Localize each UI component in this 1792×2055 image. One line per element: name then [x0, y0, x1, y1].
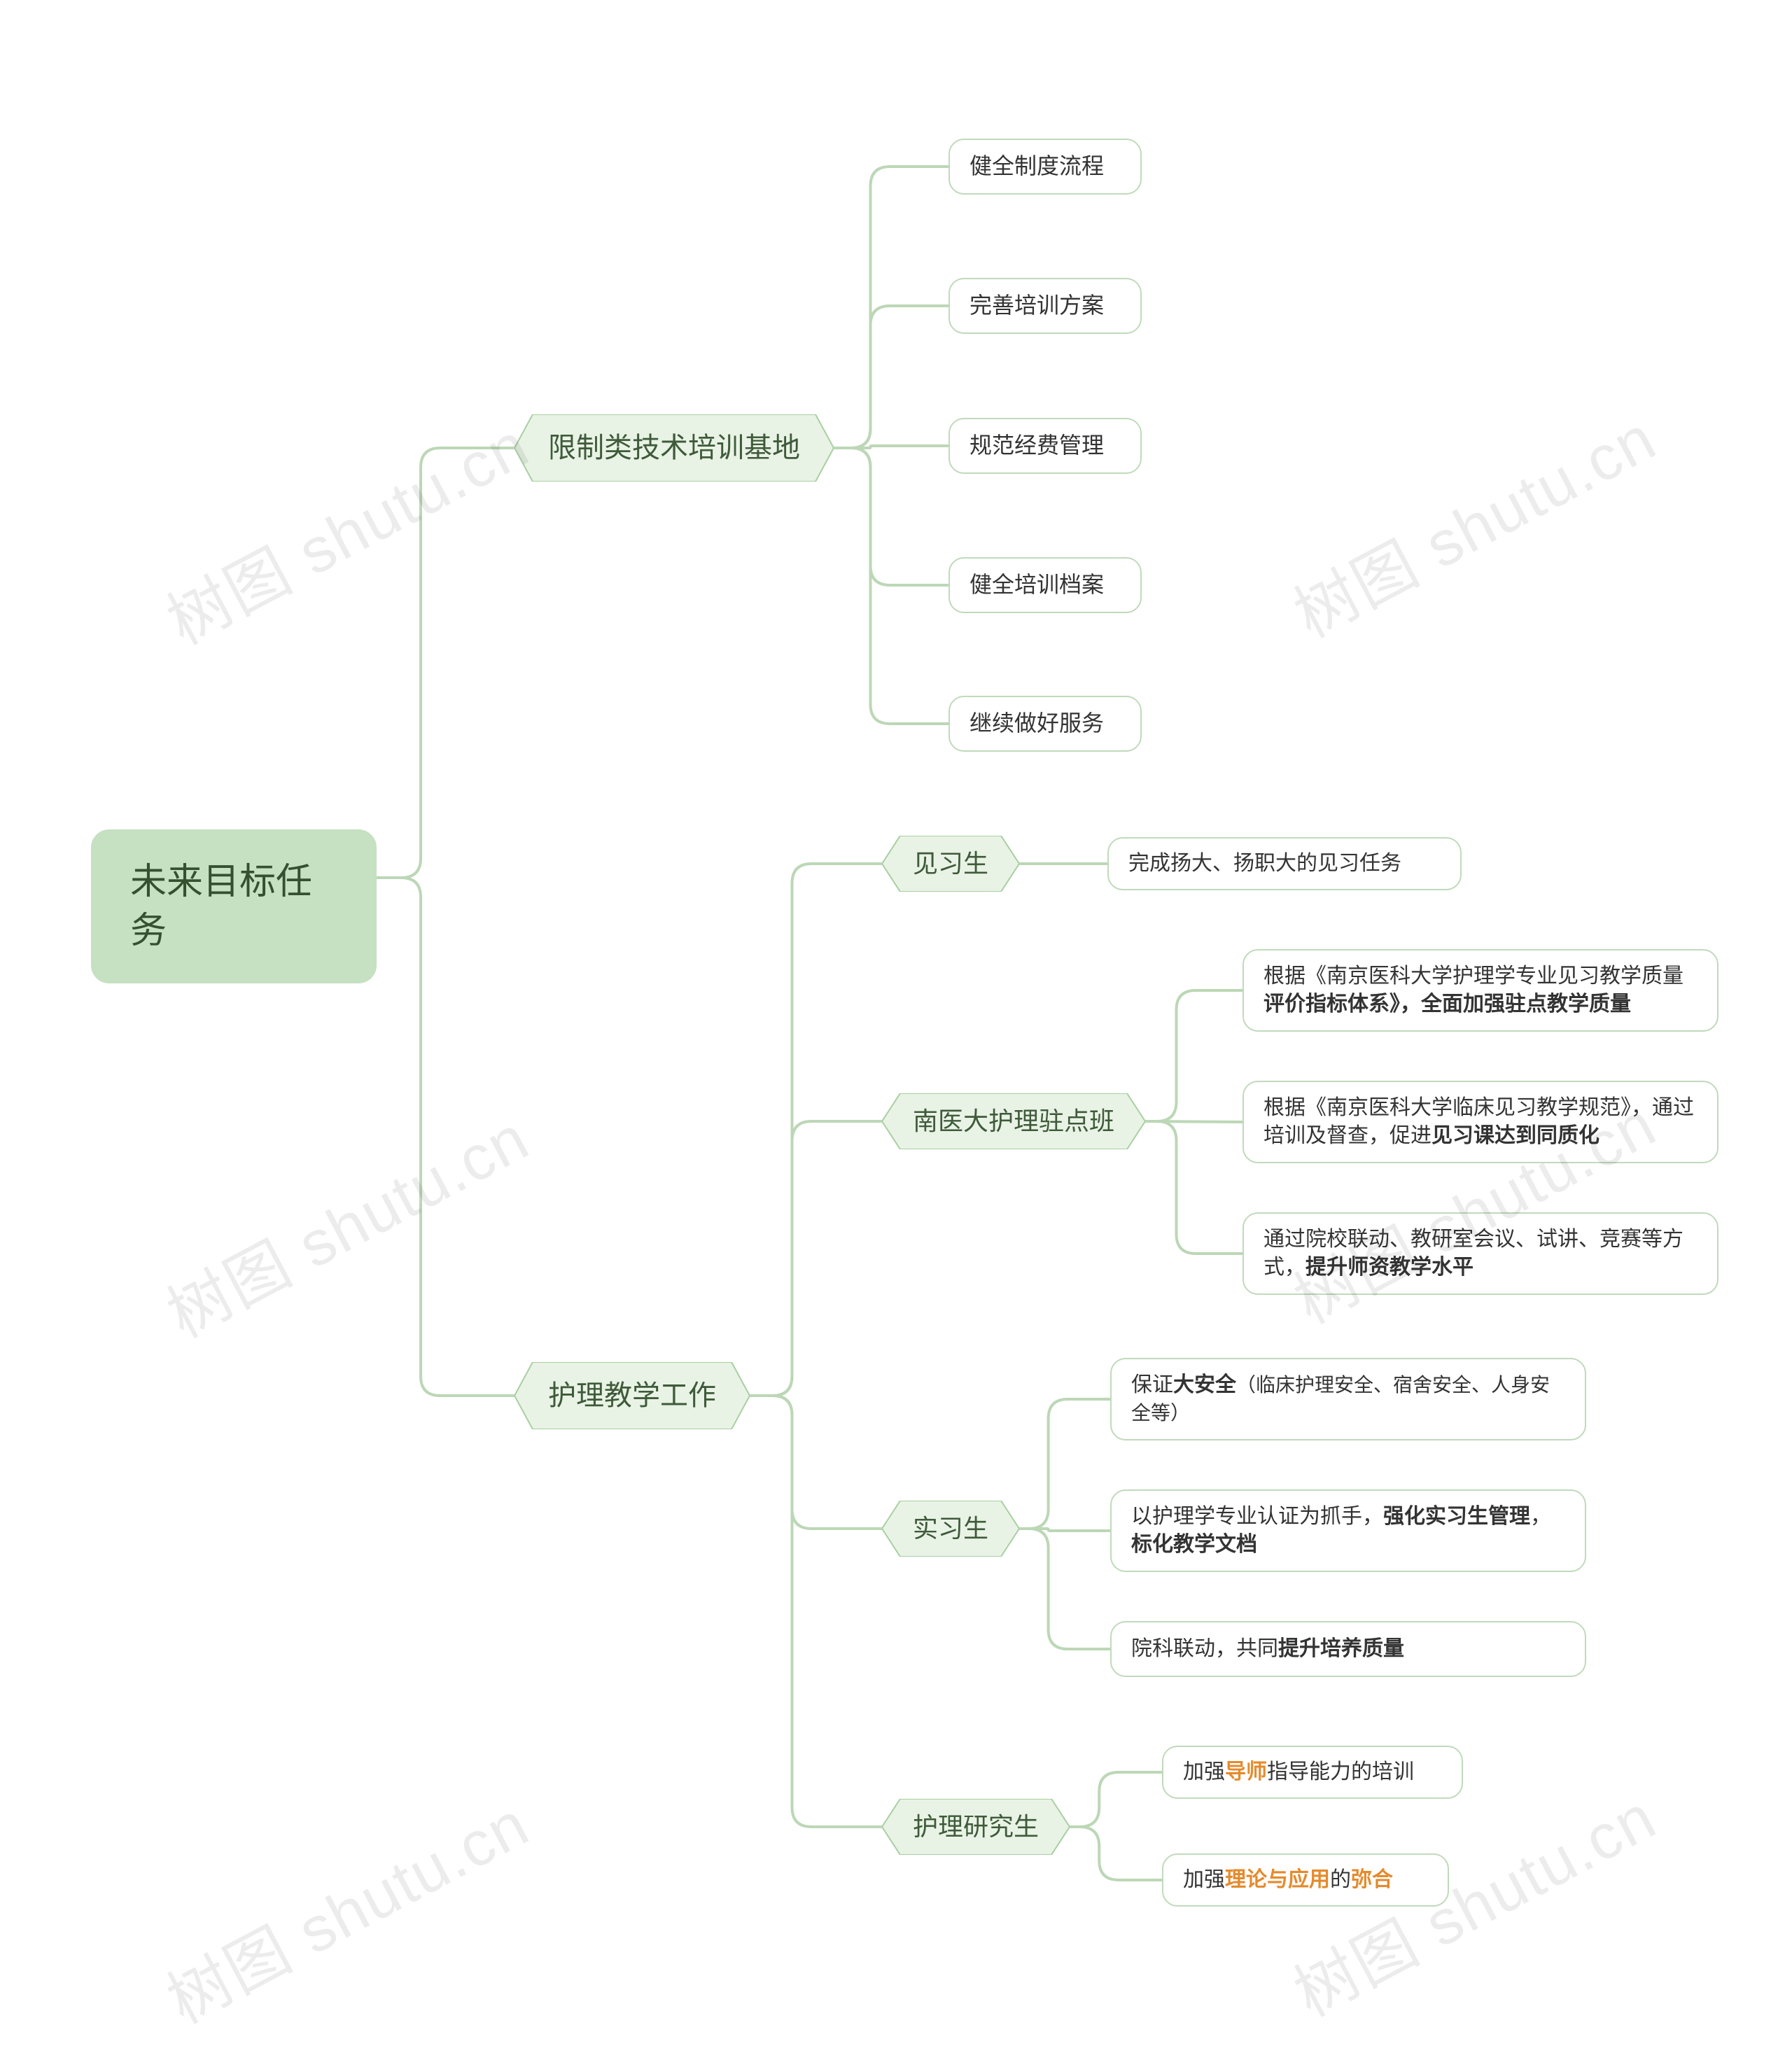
node-label: 继续做好服务 [969, 708, 1121, 738]
node-label: 根据《南京医科大学临床见习教学规范》，通过培训及督查，促进见习课达到同质化 [1264, 1094, 1698, 1151]
node-b1c2: 完善培训方案 [948, 278, 1142, 334]
node-b2c3: 实习生 [882, 1501, 1019, 1557]
node-label: 护理教学工作 [540, 1377, 724, 1415]
node-b2c2: 南医大护理驻点班 [882, 1093, 1145, 1149]
node-label: 健全制度流程 [969, 151, 1121, 181]
text-segment: 加强 [1183, 1868, 1225, 1891]
node-label: 根据《南京医科大学护理学专业见习教学质量评价指标体系》，全面加强驻点教学质量 [1264, 962, 1698, 1019]
text-segment: 根据《南京医科大学护理学专业见习教学质量 [1264, 965, 1684, 988]
node-b1c5: 继续做好服务 [948, 696, 1142, 752]
text-segment: 保证 [1131, 1373, 1173, 1396]
node-b2c1: 见习生 [882, 836, 1019, 892]
node-b2c3a: 保证大安全（临床护理安全、宿舍安全、人身安全等） [1110, 1358, 1586, 1440]
mindmap-canvas: 未来目标任务 限制类技术培训基地 健全制度流程完善培训方案规范经费管理健全培训档案继… [0, 0, 1792, 2055]
node-b2c2b: 根据《南京医科大学临床见习教学规范》，通过培训及督查，促进见习课达到同质化 [1242, 1081, 1718, 1163]
node-b2c3b: 以护理学专业认证为抓手，强化实习生管理， 标化教学文档 [1110, 1489, 1586, 1572]
node-label: 通过院校联动、教研室会议、试讲、竞赛等方式，提升师资教学水平 [1264, 1226, 1698, 1282]
node-label: 未来目标任务 [130, 857, 337, 955]
node-b2c3c: 院科联动，共同提升培养质量 [1110, 1621, 1586, 1677]
text-segment: 导师 [1225, 1760, 1267, 1783]
text-segment: 的 [1330, 1868, 1351, 1891]
text-segment: 标化教学文档 [1131, 1533, 1257, 1556]
node-b2c2c: 通过院校联动、教研室会议、试讲、竞赛等方式，提升师资教学水平 [1242, 1212, 1718, 1295]
text-segment: 提升培养质量 [1278, 1637, 1404, 1660]
node-label: 南医大护理驻点班 [902, 1104, 1126, 1139]
text-segment: 指导能力的培训 [1267, 1760, 1414, 1783]
watermark: 树图 shutu.cn [149, 1088, 542, 1354]
text-segment: 评价指标体系》， [1264, 993, 1421, 1016]
node-label: 保证大安全（临床护理安全、宿舍安全、人身安全等） [1131, 1371, 1565, 1428]
node-label: 限制类技术培训基地 [540, 429, 808, 467]
watermark: 树图 shutu.cn [1276, 388, 1670, 654]
node-label: 院科联动，共同提升培养质量 [1131, 1635, 1565, 1664]
node-label: 护理研究生 [902, 1810, 1050, 1844]
node-b2c4b: 加强理论与应用的弥合 [1162, 1853, 1449, 1907]
text-segment: 以护理学专业认证为抓手， [1131, 1505, 1383, 1528]
node-label: 加强理论与应用的弥合 [1183, 1866, 1428, 1895]
text-segment: 见习课达到同质化 [1432, 1124, 1600, 1147]
node-b1c1: 健全制度流程 [948, 139, 1142, 195]
node-b1c3: 规范经费管理 [948, 418, 1142, 474]
watermark: 树图 shutu.cn [149, 1774, 542, 2040]
node-b2c4: 护理研究生 [882, 1799, 1070, 1855]
node-label: 以护理学专业认证为抓手，强化实习生管理， 标化教学文档 [1131, 1503, 1565, 1559]
text-segment: 全面加强驻点教学质量 [1421, 993, 1631, 1016]
branch-b1: 限制类技术培训基地 [514, 414, 834, 482]
root-node: 未来目标任务 [91, 829, 377, 983]
node-b2c4a: 加强导师指导能力的培训 [1162, 1746, 1463, 1799]
text-segment: 加强 [1183, 1760, 1225, 1783]
node-b2c1a: 完成扬大、扬职大的见习任务 [1107, 837, 1462, 890]
text-segment: 强化实习生管理 [1383, 1505, 1530, 1528]
text-segment: 弥合 [1351, 1868, 1393, 1891]
node-label: 加强导师指导能力的培训 [1183, 1758, 1442, 1787]
text-segment: 院科联动，共同 [1131, 1637, 1278, 1660]
text-segment: 大安全 [1173, 1373, 1236, 1396]
node-label: 完成扬大、扬职大的见习任务 [1128, 850, 1441, 878]
node-label: 健全培训档案 [969, 570, 1121, 600]
node-label: 见习生 [902, 847, 1000, 881]
node-label: 规范经费管理 [969, 430, 1121, 461]
node-b1c4: 健全培训档案 [948, 557, 1142, 613]
text-segment: 理论与应用 [1225, 1868, 1330, 1891]
node-b2c2a: 根据《南京医科大学护理学专业见习教学质量评价指标体系》，全面加强驻点教学质量 [1242, 949, 1718, 1032]
node-label: 完善培训方案 [969, 290, 1121, 321]
text-segment: 提升师资教学水平 [1306, 1256, 1474, 1279]
node-label: 实习生 [902, 1512, 1000, 1546]
branch-b2: 护理教学工作 [514, 1362, 750, 1429]
watermark: 树图 shutu.cn [149, 395, 542, 661]
text-segment: ， [1530, 1505, 1551, 1528]
